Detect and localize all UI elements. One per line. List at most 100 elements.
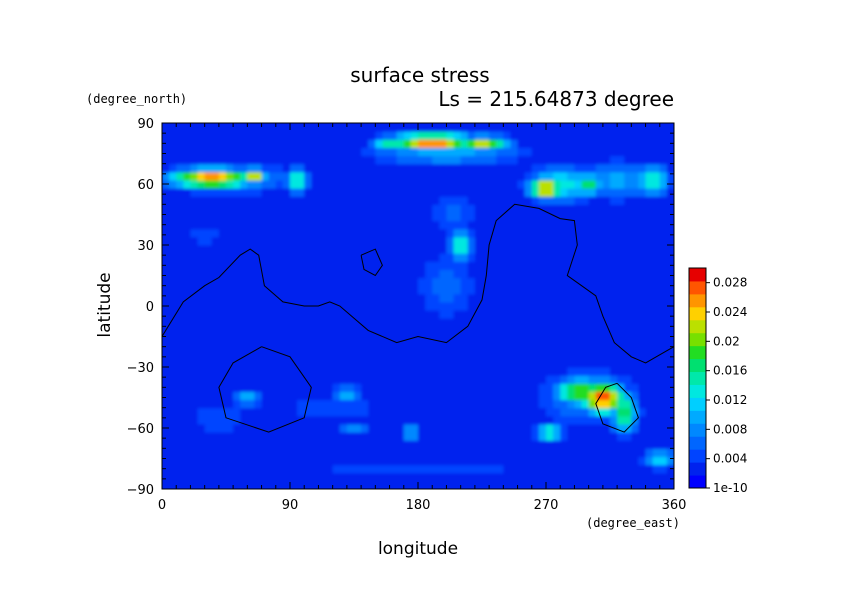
heatmap-cell: [617, 464, 625, 474]
heatmap-cell: [176, 236, 184, 246]
heatmap-cell: [318, 293, 327, 303]
heatmap-cell: [218, 236, 227, 246]
heatmap-cell: [197, 440, 206, 449]
heatmap-cell: [666, 326, 674, 336]
heatmap-cell: [652, 236, 661, 246]
heatmap-cell: [524, 204, 533, 214]
heatmap-cell: [439, 188, 448, 197]
heatmap-cell: [524, 131, 533, 140]
heatmap-cell: [211, 139, 220, 148]
heatmap-cell: [531, 253, 540, 262]
heatmap-cell: [467, 245, 476, 254]
heatmap-cell: [474, 472, 483, 482]
heatmap-cell: [531, 464, 540, 474]
heatmap-cell: [588, 480, 597, 489]
heatmap-cell: [254, 415, 263, 425]
heatmap-cell: [432, 456, 440, 466]
heatmap-cell: [311, 391, 320, 401]
heatmap-cell: [197, 269, 206, 279]
heatmap-cell: [567, 448, 576, 458]
heatmap-cell: [211, 399, 220, 409]
heatmap-cell: [389, 367, 398, 376]
heatmap-cell: [666, 415, 674, 425]
heatmap-cell: [375, 480, 384, 489]
heatmap-cell: [346, 163, 355, 173]
heatmap-cell: [325, 310, 334, 319]
heatmap-cell: [261, 179, 270, 189]
heatmap-cell: [183, 285, 192, 295]
heatmap-cell: [467, 350, 476, 360]
heatmap-cell: [524, 358, 533, 368]
heatmap-cell: [233, 350, 241, 360]
heatmap-cell: [602, 285, 611, 295]
heatmap-cell: [361, 179, 369, 189]
heatmap-cell: [396, 269, 405, 279]
heatmap-cell: [318, 448, 327, 458]
heatmap-cell: [567, 171, 576, 181]
heatmap-cell: [474, 179, 483, 189]
heatmap-cell: [602, 171, 611, 181]
heatmap-cell: [524, 440, 533, 449]
heatmap-cell: [389, 236, 398, 246]
heatmap-cell: [666, 285, 674, 295]
heatmap-cell: [645, 407, 654, 417]
heatmap-cell: [638, 415, 647, 425]
heatmap-cell: [282, 188, 291, 197]
heatmap-cell: [524, 163, 533, 173]
heatmap-cell: [275, 334, 284, 344]
heatmap-cell: [389, 277, 398, 287]
heatmap-cell: [318, 464, 327, 474]
heatmap-cell: [574, 472, 583, 482]
heatmap-cell: [474, 440, 483, 449]
heatmap-cell: [439, 310, 448, 319]
heatmap-cell: [197, 163, 206, 173]
heatmap-cell: [531, 358, 540, 368]
heatmap-cell: [389, 399, 398, 409]
heatmap-cell: [410, 334, 419, 344]
heatmap-cell: [588, 188, 597, 197]
heatmap-cell: [282, 464, 291, 474]
heatmap-cell: [602, 415, 611, 425]
heatmap-cell: [460, 310, 469, 319]
heatmap-cell: [403, 188, 412, 197]
heatmap-cell: [290, 399, 298, 409]
heatmap-cell: [553, 293, 561, 303]
heatmap-cell: [489, 407, 497, 417]
heatmap-cell: [169, 269, 177, 279]
heatmap-cell: [290, 228, 298, 238]
heatmap-cell: [332, 472, 341, 482]
heatmap-cell: [503, 310, 512, 319]
heatmap-cell: [318, 163, 327, 173]
heatmap-cell: [382, 358, 391, 368]
x-tick-label: 0: [158, 498, 166, 513]
heatmap-cell: [318, 415, 327, 425]
heatmap-cell: [567, 196, 576, 205]
heatmap-cell: [410, 318, 419, 327]
heatmap-cell: [474, 318, 483, 327]
heatmap-cell: [240, 204, 248, 214]
heatmap-cell: [233, 310, 241, 319]
heatmap-cell: [510, 155, 519, 165]
heatmap-cell: [282, 423, 291, 433]
heatmap-cell: [524, 350, 533, 360]
heatmap-cell: [304, 155, 312, 165]
heatmap-cell: [268, 350, 277, 360]
heatmap-cell: [361, 236, 369, 246]
heatmap-cell: [510, 228, 519, 238]
heatmap-cell: [204, 310, 213, 319]
heatmap-cell: [311, 326, 320, 336]
heatmap-cell: [247, 188, 256, 197]
heatmap-cell: [482, 285, 490, 295]
heatmap-cell: [361, 375, 369, 384]
heatmap-cell: [332, 261, 341, 270]
heatmap-cell: [460, 301, 469, 311]
heatmap-cell: [638, 375, 647, 384]
heatmap-cell: [261, 448, 270, 458]
heatmap-cell: [226, 123, 234, 132]
heatmap-cell: [553, 188, 561, 197]
heatmap-cell: [567, 432, 576, 441]
heatmap-cell: [218, 318, 227, 327]
heatmap-cell: [247, 196, 256, 205]
heatmap-cell: [460, 383, 469, 392]
heatmap-cell: [346, 391, 355, 401]
